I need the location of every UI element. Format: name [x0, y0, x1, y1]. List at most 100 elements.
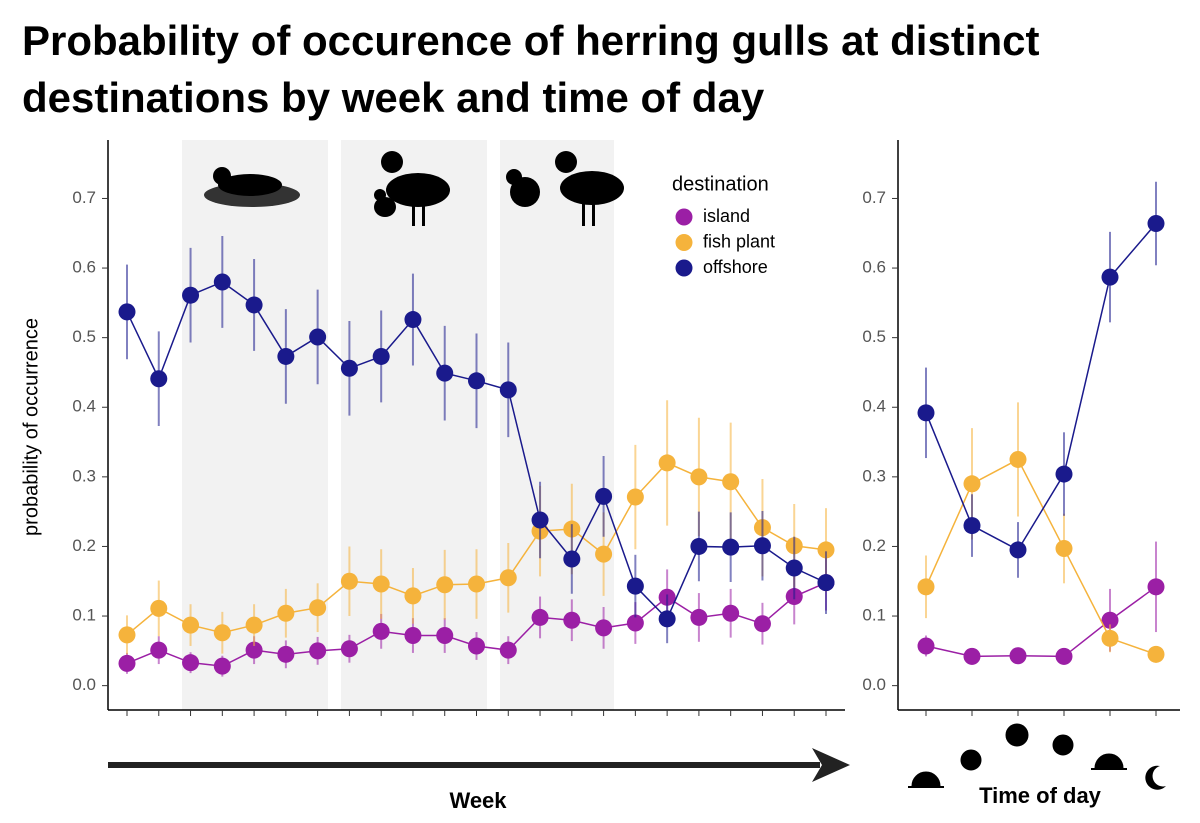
- point: [372, 347, 390, 365]
- y-tick-label: 0.3: [72, 466, 96, 485]
- y-tick-label: 0.5: [72, 327, 96, 346]
- point: [436, 364, 454, 382]
- point: [595, 545, 613, 563]
- point: [245, 616, 263, 634]
- point: [917, 637, 935, 655]
- point: [468, 575, 485, 593]
- y-tick-label: 0.1: [862, 606, 886, 625]
- point: [817, 541, 835, 559]
- y-tick-label: 0.7: [72, 188, 96, 207]
- y-tick-label: 0.2: [72, 536, 96, 555]
- point: [785, 559, 803, 577]
- series: [917, 541, 1165, 665]
- point: [182, 286, 200, 304]
- series-line: [925, 223, 1157, 551]
- point: [1101, 268, 1119, 286]
- point: [213, 624, 231, 642]
- stage-shading: [182, 140, 614, 710]
- point: [309, 599, 327, 617]
- point: [1147, 215, 1165, 233]
- x-axis-label: Time of day: [979, 783, 1102, 808]
- point: [690, 468, 708, 486]
- y-tick-label: 0.6: [862, 258, 886, 277]
- point: [499, 381, 517, 399]
- chart-title: Probability of occurence of herring gull…: [22, 17, 1040, 121]
- point: [213, 657, 231, 675]
- point: [118, 654, 136, 672]
- series: [917, 181, 1165, 578]
- point: [372, 575, 390, 593]
- point: [563, 611, 581, 629]
- point: [963, 475, 981, 493]
- y-tick-label: 0.6: [72, 258, 96, 277]
- point: [1009, 541, 1027, 559]
- point: [340, 359, 358, 377]
- y-tick-label: 0.0: [72, 675, 96, 694]
- point: [626, 488, 644, 506]
- point: [277, 645, 295, 663]
- point: [690, 537, 708, 555]
- point: [753, 615, 771, 633]
- y-tick-label: 0.5: [862, 327, 886, 346]
- point: [182, 654, 200, 672]
- point: [1055, 465, 1073, 483]
- point: [118, 626, 136, 644]
- point: [626, 614, 644, 632]
- y-tick-label: 0.2: [862, 536, 886, 555]
- point: [531, 608, 549, 626]
- point: [917, 404, 935, 422]
- point: [499, 641, 517, 659]
- legend-label: island: [703, 206, 750, 226]
- point: [817, 574, 835, 592]
- point: [245, 296, 263, 314]
- y-tick-label: 0.4: [862, 397, 886, 416]
- point: [722, 473, 740, 491]
- series-line: [925, 586, 1157, 658]
- y-tick-label: 0.1: [72, 606, 96, 625]
- legend-label: offshore: [703, 257, 768, 277]
- point: [1101, 611, 1119, 629]
- point: [722, 538, 740, 556]
- point: [309, 328, 327, 346]
- legend-label: fish plant: [703, 231, 775, 251]
- point: [277, 347, 295, 365]
- point: [753, 537, 771, 555]
- point: [1147, 578, 1165, 596]
- point: [277, 604, 295, 622]
- y-tick-label: 0.3: [862, 466, 886, 485]
- series-line: [925, 458, 1157, 656]
- point: [468, 372, 485, 390]
- point: [917, 578, 935, 596]
- point: [563, 550, 581, 568]
- point: [1009, 450, 1027, 468]
- week-arrow: [108, 748, 850, 782]
- legend-marker: [675, 259, 693, 277]
- point: [340, 572, 358, 590]
- legend-marker: [675, 208, 693, 226]
- series: [917, 402, 1165, 663]
- point: [595, 487, 613, 505]
- legend-title: destination: [672, 173, 769, 195]
- point: [468, 637, 485, 655]
- point: [340, 640, 358, 658]
- bird-icons: [204, 151, 624, 226]
- point: [150, 599, 168, 617]
- point: [150, 641, 168, 659]
- point: [531, 511, 549, 529]
- point: [1101, 629, 1119, 647]
- point: [213, 273, 231, 291]
- point: [404, 311, 422, 329]
- point: [1147, 645, 1165, 663]
- point: [182, 616, 200, 634]
- point: [118, 303, 136, 321]
- point: [1009, 647, 1027, 665]
- point: [722, 604, 740, 622]
- point: [309, 642, 327, 660]
- point: [658, 454, 676, 472]
- point: [626, 577, 644, 595]
- point: [404, 627, 422, 645]
- y-tick-label: 0.4: [72, 397, 96, 416]
- legend-marker: [675, 234, 693, 251]
